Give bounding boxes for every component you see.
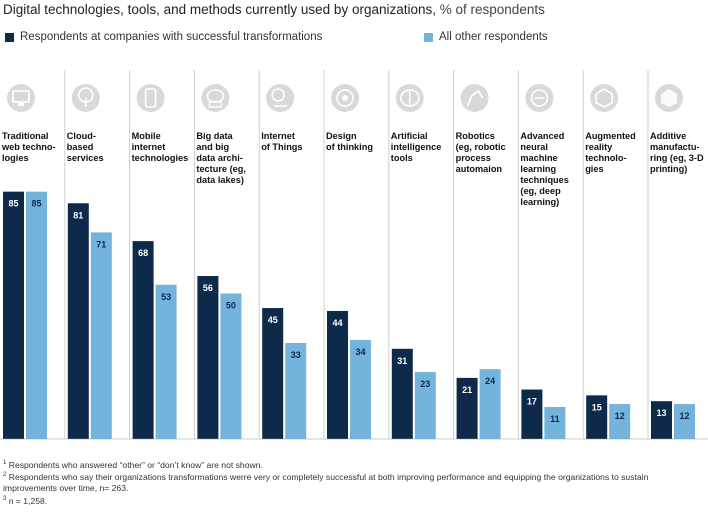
bar [155,284,177,439]
ar-cube-icon [590,84,619,112]
chart-title-unit: % of respondents [439,2,545,17]
category-label: Internet of Things [261,131,303,152]
phone-body [144,88,157,108]
icon-background [460,84,489,112]
icon-background [201,84,230,112]
cloud-tree-icon [71,84,100,112]
bar-chart: 85 85 81 71 68 53 56 50 45 33 44 34 31 23 21 24 17 11 15 12… [0,70,708,440]
data-label: 15 [592,402,602,412]
robot-arm [466,89,484,107]
data-label: 17 [527,397,537,407]
category-label: Robotics (eg, robotic process automaion [455,131,506,174]
category-label: Additive manufactu- ring (eg, 3-D printi… [650,131,704,174]
data-label: 44 [332,318,342,328]
bar [3,191,24,439]
brain-icon [395,84,424,112]
bar [26,191,47,439]
category-label: Big data and big data archi- tecture (eg… [196,131,246,185]
bar [479,369,501,439]
legend-item-other: All other respondents [424,31,548,43]
data-label: 12 [615,411,625,421]
bar [220,293,242,439]
neural-head-icon [525,84,554,112]
data-label: 85 [8,199,18,209]
category-label: Cloud- based services [66,131,104,163]
data-label: 53 [161,292,171,302]
legend-swatch-other [424,32,433,42]
data-label: 31 [397,356,407,366]
db-drum [208,101,223,108]
data-label: 50 [226,301,236,311]
bar [285,342,307,439]
footnote-1: 1 Respondents who answered “other” or “d… [3,459,263,470]
data-label: 24 [485,376,495,386]
monitor-icon [7,84,35,112]
data-label: 68 [138,248,148,258]
chart-title-text: Digital technologies, tools, and methods… [3,2,436,17]
ar-cube [595,88,614,108]
bar [350,340,371,439]
legend-item-successful: Respondents at companies with successful… [5,31,322,43]
head-outline [336,89,354,107]
category-label: Traditional web techno- logies [2,131,56,163]
category-label: Advanced neural machine learning techniq… [520,131,569,207]
category-label: Design of thinking [326,131,373,152]
legend-label-successful: Respondents at companies with successful… [20,31,323,43]
bar [586,395,608,439]
legend-label-other: All other respondents [439,31,548,43]
data-label: 81 [73,210,83,220]
bar [414,372,436,439]
database-cloud-icon [201,84,230,112]
neural-head [530,89,549,107]
footnotes: 1 Respondents who answered “other” or “d… [3,458,703,506]
category-label: Mobile internet technologies [131,131,189,163]
lightbulb-lamp-icon [266,84,295,112]
bar [674,404,695,439]
data-label: 23 [420,379,430,389]
bar [90,232,112,439]
bar [651,401,672,439]
robot-arm-icon [460,84,489,112]
bulb [271,88,286,102]
bar [197,276,219,439]
legend-swatch-successful [5,32,14,42]
bar [327,310,348,439]
chart-title: Digital technologies, tools, and methods… [3,2,545,17]
footnote-3: 3 n = 1,258. [3,495,48,506]
gear-head-icon [331,84,359,112]
icon-background [266,84,295,112]
data-label: 33 [291,350,301,360]
category-label: Artificial intelligence tools [390,131,442,163]
data-label: 85 [31,199,41,209]
bar [521,389,543,439]
icon-background [7,84,35,112]
cube-3d [661,89,677,107]
category-label: Augmented reality technolo- gies [585,131,636,174]
data-label: 13 [656,408,666,418]
icon-background [590,84,619,112]
monitor-stand [18,103,24,106]
bar [132,241,154,439]
monitor-screen [12,90,30,103]
data-label: 12 [679,411,689,421]
bar [67,203,89,439]
bar [544,406,566,439]
bar [391,348,413,439]
gear-core [342,95,348,101]
data-label: 21 [462,385,472,395]
footnote-2: 2 Respondents who say their organization… [3,472,649,493]
data-label: 45 [268,315,278,325]
data-label: 34 [355,347,365,357]
data-label: 11 [550,414,560,424]
bar [609,404,631,439]
data-label: 71 [96,239,106,249]
icon-background [136,84,165,112]
bar [456,377,478,439]
mobile-phone-icon [136,84,165,112]
data-label: 56 [203,283,213,293]
3d-cube-icon [655,84,683,112]
bar [262,308,284,439]
